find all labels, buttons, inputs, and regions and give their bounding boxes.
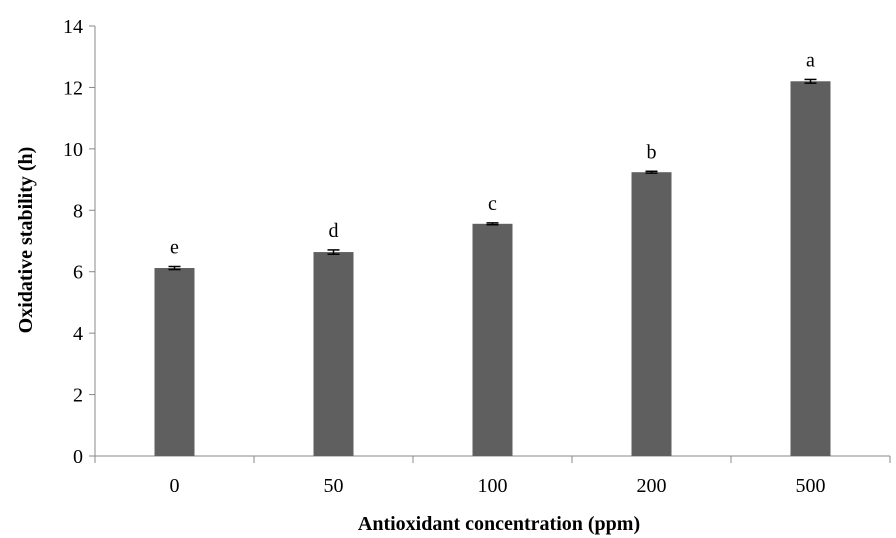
significance-label: c: [488, 193, 497, 215]
x-tick-label: 200: [637, 475, 667, 497]
significance-label: b: [647, 141, 657, 163]
y-tick-label: 4: [73, 323, 83, 345]
significance-label: e: [170, 236, 179, 258]
bar-200: [631, 172, 672, 456]
y-tick-label: 2: [73, 385, 83, 407]
bar-100: [472, 223, 513, 456]
x-tick-label: 50: [324, 475, 344, 497]
significance-label: d: [329, 220, 339, 242]
bars: e d c b a: [154, 49, 831, 457]
bar-0: [154, 268, 195, 456]
x-tick-label: 500: [796, 475, 826, 497]
y-tick-label: 6: [73, 262, 83, 284]
y-tick-label: 10: [63, 139, 83, 161]
y-tick-label: 14: [63, 16, 83, 38]
x-tick-label: 100: [478, 475, 508, 497]
y-tick-label: 0: [73, 446, 83, 468]
significance-label: a: [806, 49, 815, 71]
y-axis-title: Oxidative stability (h): [15, 147, 37, 334]
bar-500: [790, 81, 831, 457]
y-axis: 0 2 4 6 8 10 12 14: [63, 16, 96, 468]
y-tick-label: 8: [73, 200, 83, 222]
x-axis-title: Antioxidant concentration (ppm): [358, 513, 640, 535]
x-tick-label: 0: [170, 475, 180, 497]
bar-50: [313, 252, 354, 456]
y-tick-label: 12: [63, 77, 83, 99]
x-axis: 0 50 100 200 500: [94, 455, 891, 497]
